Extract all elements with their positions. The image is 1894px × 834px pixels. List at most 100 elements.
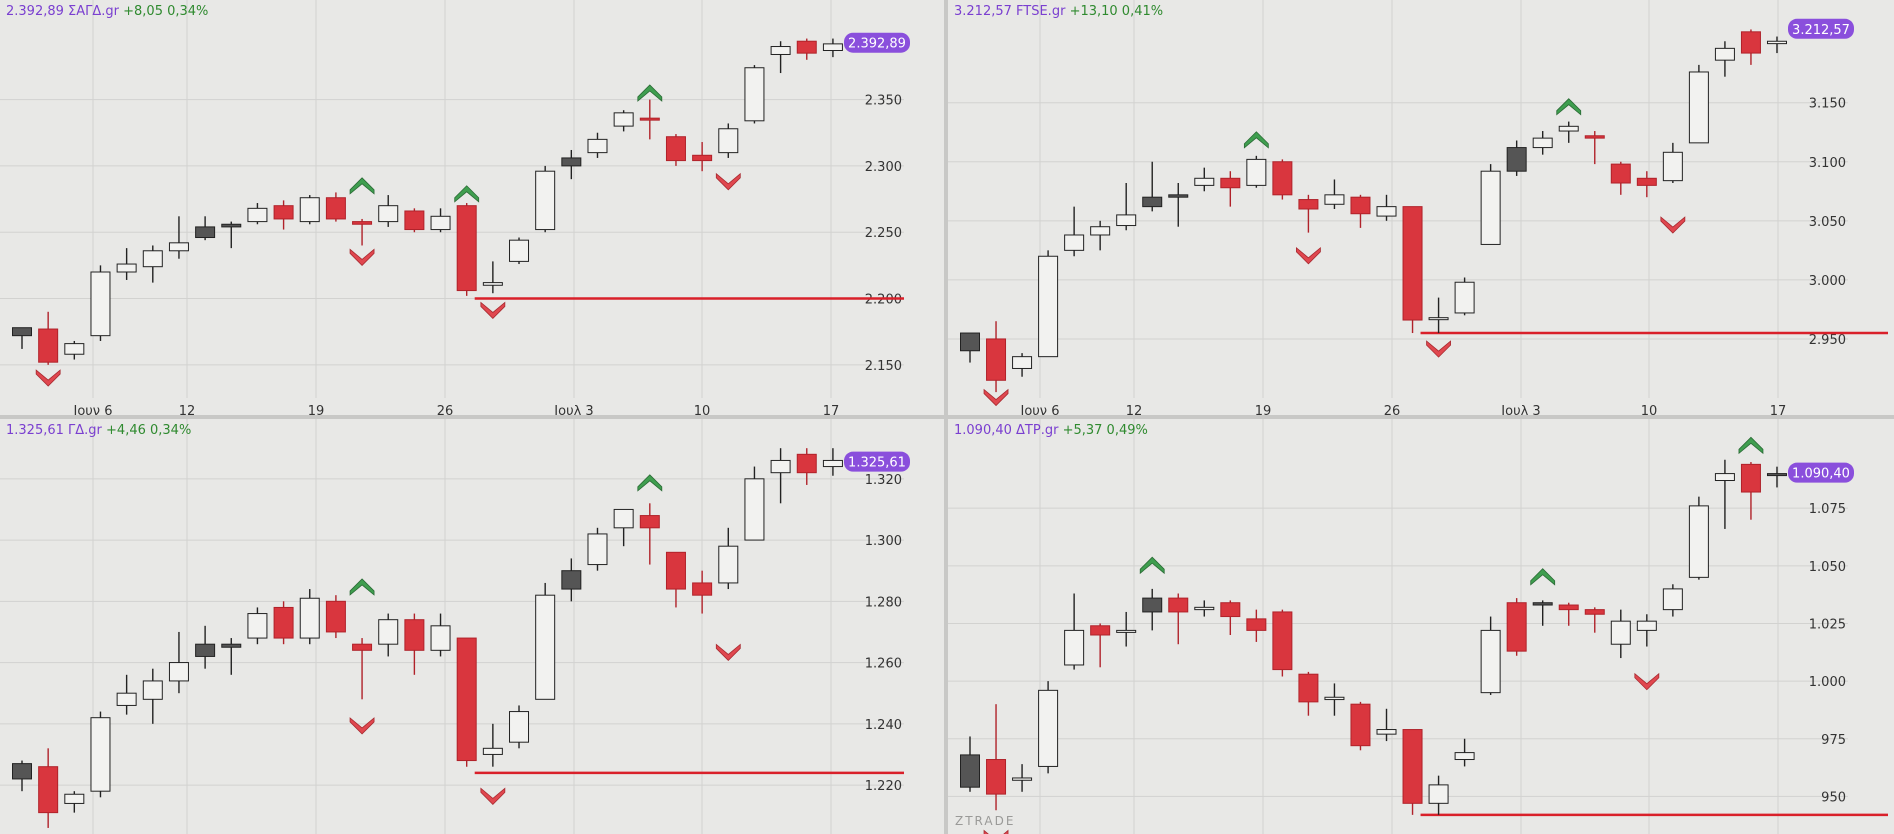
y-tick-label: 1.220 — [865, 779, 902, 794]
candle-body — [1012, 777, 1033, 781]
y-tick-label: 2.350 — [865, 94, 902, 109]
panel-title: 1.325,61 ΓΔ.gr +4,46 0,34% — [6, 423, 191, 438]
x-tick-label: 26 — [437, 404, 454, 415]
y-tick-label: 3.000 — [1809, 274, 1846, 289]
candle-body — [1532, 602, 1553, 606]
x-tick-label: Ιουν 6 — [1021, 404, 1060, 415]
last-price-label: 1.090,40 — [1792, 467, 1850, 482]
candle-body — [1688, 71, 1709, 144]
candle-body — [378, 205, 399, 223]
y-tick-label: 1.075 — [1809, 502, 1846, 517]
watermark-logo: ZTRADE — [955, 814, 1016, 828]
chart-panel-gd[interactable]: 1.2201.2401.2601.2801.3001.3201.325,611.… — [0, 419, 944, 834]
last-price-label: 2.392,89 — [848, 37, 906, 52]
candle-body — [430, 215, 451, 231]
candle-body — [1610, 620, 1631, 645]
candle-body — [1194, 606, 1215, 611]
title-value: 3.212,57 — [954, 4, 1016, 19]
candle-body — [1428, 317, 1449, 321]
y-tick-label: 2.150 — [865, 359, 902, 374]
y-tick-label: 2.300 — [865, 160, 902, 175]
candle-body — [247, 207, 268, 223]
candle-body — [1584, 609, 1605, 615]
candle-body — [1298, 673, 1319, 703]
y-tick-label: 2.200 — [865, 293, 902, 308]
candle-body — [1168, 597, 1189, 613]
candle-body — [12, 763, 32, 780]
signal-down-arrow — [983, 388, 1009, 407]
candle-body — [116, 263, 137, 273]
candle-body — [90, 271, 111, 337]
y-tick-label: 1.300 — [865, 534, 902, 549]
candle-body — [482, 747, 503, 755]
chart-panel-dtr[interactable]: 9509751.0001.0251.0501.0751.090,401.090,… — [948, 419, 1894, 834]
candle-body — [1662, 151, 1683, 182]
title-change: +13,10 0,41% — [1070, 4, 1164, 19]
signal-up-arrow — [637, 84, 663, 102]
candle-body — [1636, 177, 1657, 186]
candle-body — [221, 223, 242, 228]
candle-body — [535, 170, 556, 231]
title-change: +8,05 0,34% — [123, 4, 208, 19]
x-tick-label: 10 — [694, 404, 711, 415]
candle-body — [509, 711, 530, 743]
x-tick-label: 12 — [179, 404, 196, 415]
candle-body — [378, 619, 399, 645]
candle-body — [352, 643, 373, 651]
candle-body — [482, 282, 503, 286]
chart-panel-ftse[interactable]: 2.950 3.000 3.050 3.100 3.150 Ιουν 6 12 19 26 Ιου… — [948, 0, 1894, 415]
candle-body — [221, 643, 242, 648]
y-tick-label: 1.050 — [1809, 560, 1846, 575]
signal-down-arrow — [1660, 216, 1686, 234]
candle-body — [1610, 163, 1631, 184]
candle-body — [64, 343, 85, 355]
candle-body — [299, 197, 320, 223]
candle-body — [1558, 604, 1579, 611]
candle-body — [1740, 463, 1761, 493]
candle-body — [1298, 199, 1319, 210]
candle-body — [1506, 147, 1527, 172]
candle-body — [142, 680, 163, 700]
last-price-badge — [1788, 18, 1854, 39]
candle-body — [1246, 618, 1267, 631]
candle-body — [1766, 40, 1787, 45]
candle-body — [168, 242, 189, 252]
candle-body — [1090, 226, 1111, 236]
candle-body — [12, 327, 32, 337]
candle-body — [1480, 170, 1501, 245]
y-tick-label: 1.260 — [865, 657, 902, 672]
candle-body — [1766, 473, 1787, 477]
candle-body — [1376, 729, 1397, 735]
candle-body — [168, 662, 189, 682]
candle-body — [1454, 752, 1475, 761]
candle-body — [1480, 629, 1501, 694]
candle-body — [299, 597, 320, 639]
candle-body — [822, 459, 843, 468]
candle-body — [1584, 135, 1605, 139]
signal-up-arrow — [1243, 131, 1269, 149]
candle-body — [1532, 137, 1553, 149]
candle-body — [587, 533, 608, 566]
signal-down-arrow — [715, 643, 741, 662]
y-tick-label: 1.000 — [1809, 675, 1846, 690]
candle-body — [325, 197, 346, 220]
signal-up-arrow — [349, 177, 375, 195]
y-tick-label: 1.025 — [1809, 617, 1846, 632]
candle-body — [692, 582, 713, 596]
chart-panel-sagd[interactable]: 2.150 2.200 2.250 2.300 2.350 Ιουν 6 12 19 26 Ιου… — [0, 0, 944, 415]
candle-body — [1324, 696, 1345, 701]
last-price-badge — [844, 32, 910, 53]
candle-body — [1350, 703, 1371, 747]
candle-body — [1402, 729, 1423, 804]
panel-title: 3.212,57 FTSE.gr +13,10 0,41% — [954, 4, 1163, 19]
title-change: +4,46 0,34% — [106, 423, 191, 438]
candle-body — [1272, 161, 1293, 196]
x-tick-label: 12 — [1126, 404, 1143, 415]
candle-body — [665, 551, 686, 590]
candle-body — [1142, 196, 1163, 208]
candle-body — [1506, 602, 1527, 652]
candle-body — [273, 606, 294, 639]
title-value: 1.325,61 — [6, 423, 68, 438]
candle-body — [1012, 356, 1033, 369]
